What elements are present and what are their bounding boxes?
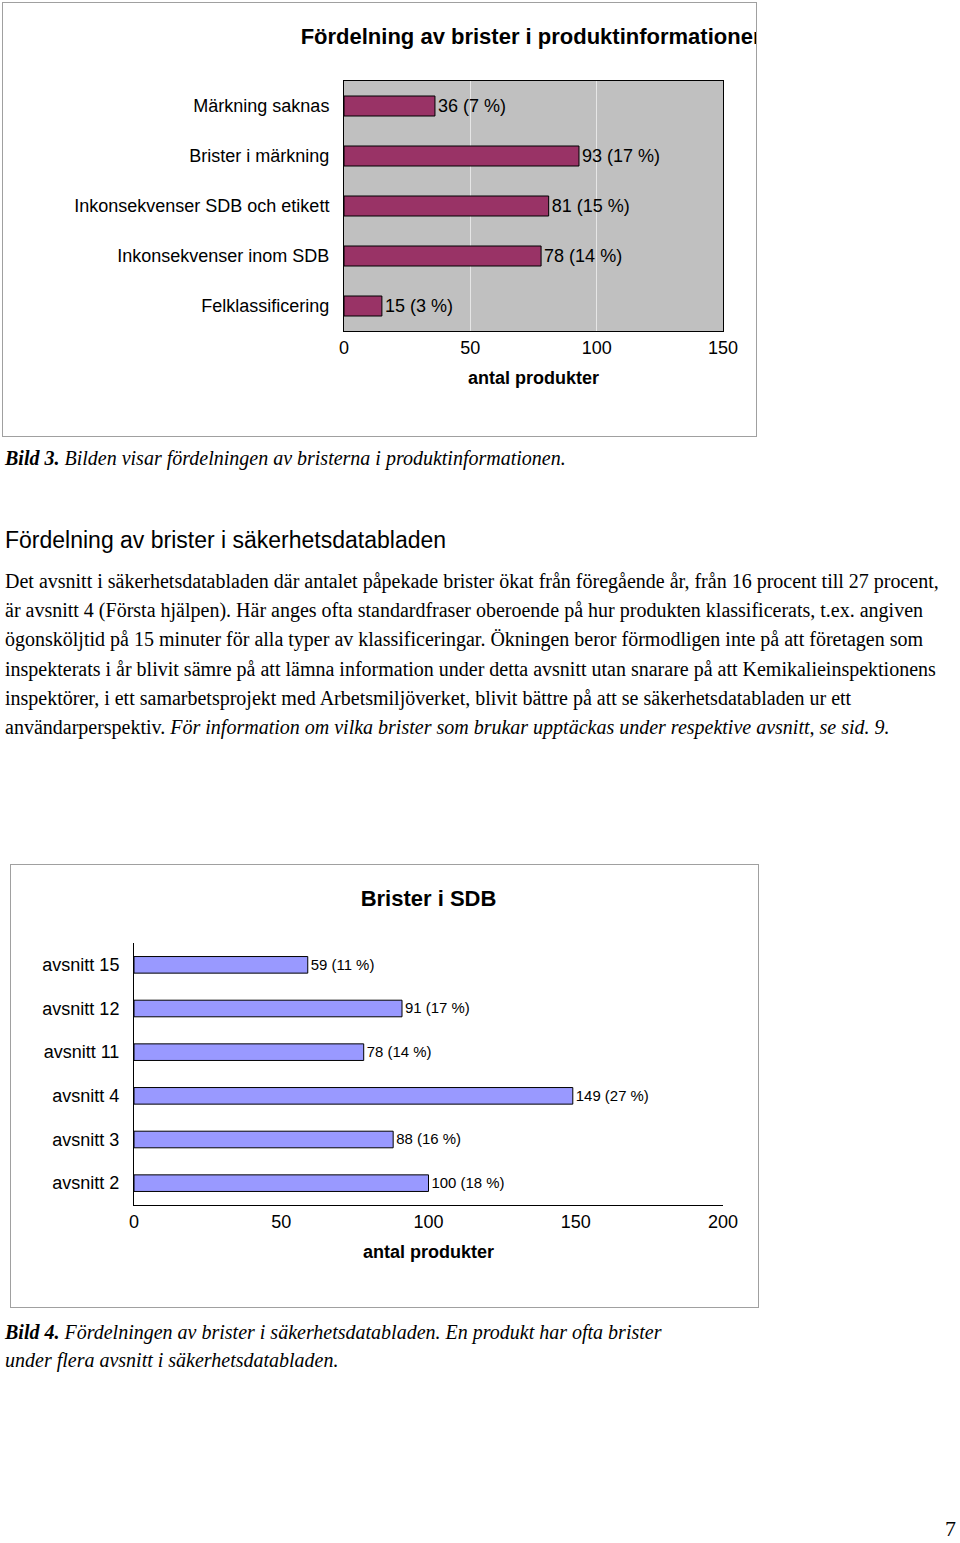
html-text:7: 7 — [945, 1516, 956, 1541]
svg-text:50: 50 — [271, 1212, 291, 1232]
svg-text:avsnitt 2: avsnitt 2 — [52, 1173, 119, 1193]
svg-text:36 (7 %): 36 (7 %) — [438, 96, 506, 116]
svg-text:antal produkter: antal produkter — [468, 368, 599, 388]
svg-text:81 (15 %): 81 (15 %) — [552, 196, 630, 216]
svg-text:Brister i SDB: Brister i SDB — [361, 886, 497, 911]
svg-text:149 (27 %): 149 (27 %) — [576, 1087, 649, 1104]
svg-text:93 (17 %): 93 (17 %) — [582, 146, 660, 166]
svg-text:avsnitt 4: avsnitt 4 — [52, 1086, 119, 1106]
svg-text:avsnitt 15: avsnitt 15 — [42, 955, 119, 975]
html-text:Det avsnitt i säkerhetsdatabla: Det avsnitt i säkerhetsdatabladen där an… — [5, 570, 939, 738]
svg-text:150: 150 — [561, 1212, 591, 1232]
svg-text:Inkonsekvenser SDB och etikett: Inkonsekvenser SDB och etikett — [74, 196, 329, 216]
svg-text:100: 100 — [413, 1212, 443, 1232]
svg-text:100: 100 — [582, 338, 612, 358]
svg-text:0: 0 — [339, 338, 349, 358]
svg-text:15 (3 %): 15 (3 %) — [385, 296, 453, 316]
svg-text:50: 50 — [460, 338, 480, 358]
svg-text:59 (11 %): 59 (11 %) — [311, 956, 375, 973]
html-text:Fördelning av brister i säkerh: Fördelning av brister i säkerhetsdatabla… — [5, 527, 447, 553]
svg-text:100 (18 %): 100 (18 %) — [432, 1174, 505, 1191]
svg-text:91 (17 %): 91 (17 %) — [405, 999, 470, 1016]
html-text:Bild 4. Fördelningen av briste: Bild 4. Fördelningen av brister i säkerh… — [5, 1321, 662, 1371]
svg-text:Fördelning av brister i produk: Fördelning av brister i produktinformati… — [301, 24, 756, 49]
svg-text:88 (16 %): 88 (16 %) — [396, 1130, 461, 1147]
svg-text:0: 0 — [129, 1212, 139, 1232]
svg-text:Inkonsekvenser inom SDB: Inkonsekvenser inom SDB — [117, 246, 329, 266]
svg-text:200: 200 — [708, 1212, 738, 1232]
svg-text:antal produkter: antal produkter — [363, 1242, 494, 1262]
svg-text:avsnitt 11: avsnitt 11 — [44, 1042, 120, 1062]
svg-text:avsnitt 12: avsnitt 12 — [42, 999, 119, 1019]
svg-text:Felklassificering: Felklassificering — [201, 296, 329, 316]
svg-text:Märkning saknas: Märkning saknas — [193, 96, 329, 116]
svg-text:78 (14 %): 78 (14 %) — [367, 1043, 432, 1060]
svg-text:150: 150 — [708, 338, 738, 358]
svg-text:78 (14 %): 78 (14 %) — [544, 246, 622, 266]
svg-text:avsnitt 3: avsnitt 3 — [52, 1130, 119, 1150]
svg-text:Brister i märkning: Brister i märkning — [189, 146, 329, 166]
html-text:Bild 3. Bilden visar fördelnin: Bild 3. Bilden visar fördelningen av bri… — [5, 447, 566, 469]
